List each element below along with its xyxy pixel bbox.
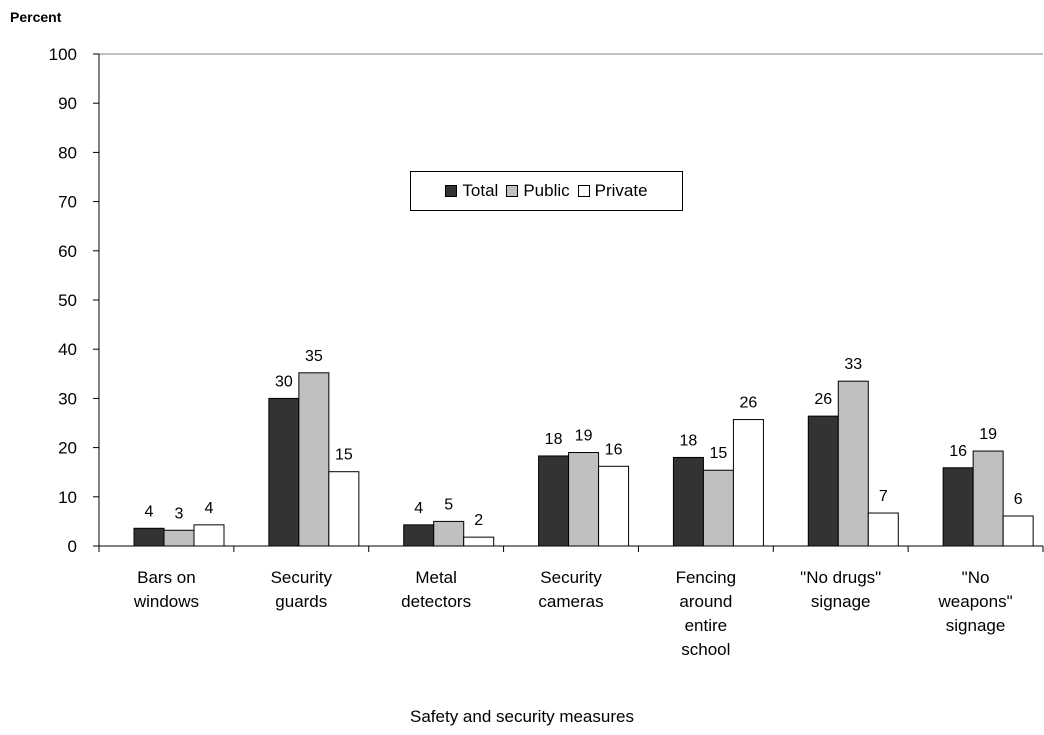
- legend-label-public: Public: [523, 181, 570, 200]
- data-label-total: 18: [680, 432, 698, 449]
- data-label-public: 5: [444, 496, 453, 513]
- data-label-public: 33: [844, 356, 862, 373]
- data-label-total: 16: [949, 443, 967, 460]
- y-tick-label: 90: [58, 94, 77, 113]
- bar-public: [298, 372, 330, 547]
- category-label-line: weapons": [938, 592, 1013, 611]
- category-label: Security guards: [241, 566, 361, 614]
- legend-item-private: Private: [577, 181, 648, 201]
- category-label-line: Security: [540, 568, 602, 587]
- category-label-line: cameras: [538, 592, 604, 611]
- bar-private: [732, 419, 764, 547]
- category-label-line: guards: [275, 592, 328, 611]
- y-tick-label: 0: [68, 537, 77, 556]
- data-label-private: 15: [335, 447, 353, 464]
- category-label-line: detectors: [401, 592, 472, 611]
- bar-total: [268, 397, 300, 547]
- data-label-public: 3: [175, 505, 184, 522]
- legend-item-total: Total: [445, 181, 498, 201]
- data-label-public: 15: [710, 445, 728, 462]
- data-label-total: 26: [814, 391, 832, 408]
- bar-private: [598, 465, 630, 547]
- category-label-line: school: [681, 640, 731, 659]
- x-axis-title: Safety and security measures: [410, 707, 634, 726]
- category-label-line: signage: [945, 616, 1006, 635]
- legend-item-public: Public: [506, 181, 570, 201]
- y-tick-label: 20: [58, 439, 77, 458]
- category-label-line: Metal: [415, 568, 457, 587]
- bar-total: [807, 415, 839, 547]
- legend-swatch-public: [506, 185, 519, 197]
- category-label-line: signage: [810, 592, 871, 611]
- bar-public: [702, 469, 734, 547]
- bar-total: [672, 456, 704, 547]
- y-tick-label: 70: [58, 193, 77, 212]
- bar-total: [942, 467, 974, 547]
- bar-public: [972, 450, 1004, 547]
- bar-private: [193, 524, 225, 547]
- category-label-line: entire: [684, 616, 728, 635]
- category-label: Metal detectors: [376, 566, 496, 614]
- bar-public: [433, 520, 465, 547]
- data-label-private: 26: [740, 395, 758, 412]
- legend-swatch-total: [445, 185, 458, 197]
- bar-private: [463, 536, 495, 547]
- bar-private: [867, 512, 899, 547]
- data-label-total: 30: [275, 373, 293, 390]
- y-tick-label: 50: [58, 291, 77, 310]
- data-label-public: 19: [575, 428, 593, 445]
- category-label-line: Fencing: [675, 568, 737, 587]
- data-label-private: 2: [474, 512, 483, 529]
- category-label: Security cameras: [511, 566, 631, 614]
- category-label-line: Bars on: [137, 568, 196, 587]
- category-label-line: Security: [270, 568, 332, 587]
- category-label: Fencing around entire school: [646, 566, 766, 662]
- y-tick-label: 60: [58, 242, 77, 261]
- y-axis-title: Percent: [10, 9, 62, 25]
- data-label-public: 19: [979, 426, 997, 443]
- legend-label-private: Private: [594, 181, 648, 200]
- data-label-total: 4: [414, 500, 423, 517]
- bar-public: [568, 452, 600, 547]
- data-label-total: 4: [145, 503, 154, 520]
- category-label-line: "No drugs": [800, 568, 882, 587]
- data-label-public: 35: [305, 348, 323, 365]
- y-tick-label: 30: [58, 389, 77, 408]
- bar-total: [133, 527, 165, 547]
- category-label: "No weapons" signage: [916, 566, 1036, 638]
- category-label: "No drugs" signage: [781, 566, 901, 614]
- bar-private: [328, 471, 360, 547]
- legend: Total Public Private: [410, 171, 683, 211]
- bar-public: [163, 529, 195, 547]
- y-tick-label: 100: [49, 45, 77, 64]
- bar-private: [1002, 515, 1034, 547]
- category-label-line: around: [679, 592, 733, 611]
- legend-label-total: Total: [462, 181, 499, 200]
- category-label: Bars on windows: [106, 566, 226, 614]
- data-label-total: 18: [545, 431, 563, 448]
- bar-total: [403, 524, 435, 547]
- category-label-line: windows: [133, 592, 200, 611]
- bar-public: [837, 380, 869, 547]
- legend-swatch-private: [577, 185, 590, 197]
- category-label-line: "No: [961, 568, 990, 587]
- data-label-private: 4: [205, 500, 214, 517]
- data-label-private: 16: [605, 441, 623, 458]
- bar-total: [538, 455, 570, 547]
- data-label-private: 7: [879, 488, 888, 505]
- y-tick-label: 80: [58, 143, 77, 162]
- y-tick-label: 10: [58, 488, 77, 507]
- data-label-private: 6: [1014, 491, 1023, 508]
- y-tick-label: 40: [58, 340, 77, 359]
